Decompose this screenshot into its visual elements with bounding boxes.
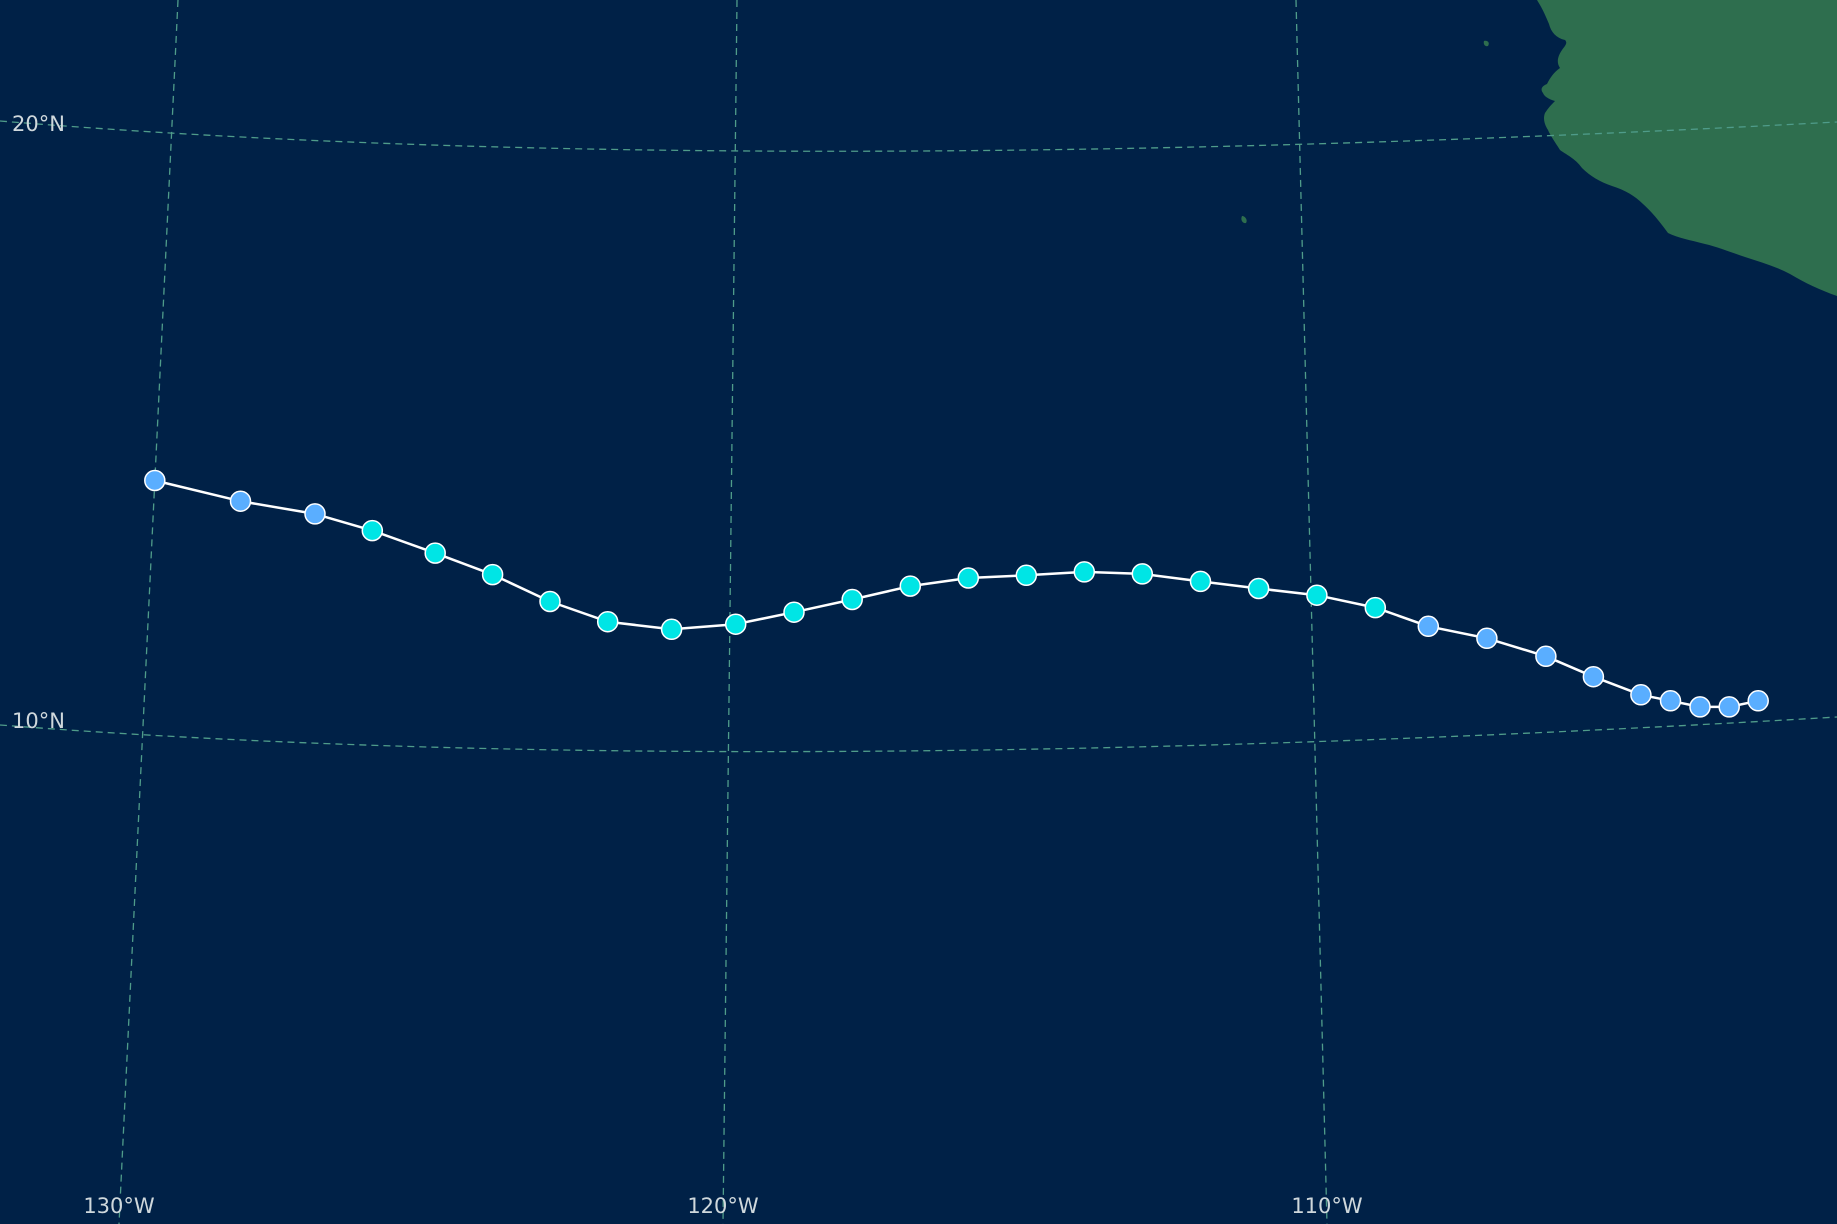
track-point-storm[interactable]	[539, 590, 561, 613]
track-point-storm[interactable]	[424, 542, 446, 564]
track-point-storm[interactable]	[596, 610, 619, 633]
lon-label-130w: 130°W	[83, 1194, 155, 1218]
lon-label-120w: 120°W	[687, 1194, 759, 1218]
parallel-10n	[0, 716, 1837, 753]
track-point-depression[interactable]	[1659, 690, 1682, 712]
track-point-storm[interactable]	[660, 618, 683, 641]
track-point-storm[interactable]	[899, 575, 922, 597]
storm-track-points	[144, 469, 1769, 718]
track-point-storm[interactable]	[1073, 561, 1096, 583]
lon-label-110w: 110°W	[1291, 1194, 1363, 1218]
track-point-depression[interactable]	[1417, 615, 1440, 638]
track-point-storm[interactable]	[1189, 570, 1212, 593]
track-point-storm[interactable]	[724, 613, 747, 635]
meridian-120w	[722, 0, 738, 1224]
track-point-depression[interactable]	[1747, 690, 1769, 712]
track-point-storm[interactable]	[1247, 577, 1270, 600]
track-point-storm[interactable]	[481, 563, 504, 586]
track-point-storm[interactable]	[361, 519, 384, 542]
track-point-storm[interactable]	[1364, 596, 1387, 619]
land-island	[1483, 40, 1489, 47]
track-point-storm[interactable]	[1131, 563, 1154, 585]
track-point-depression[interactable]	[1535, 645, 1557, 668]
track-point-depression[interactable]	[1689, 696, 1711, 718]
meridian-110w	[1295, 0, 1328, 1224]
track-point-storm[interactable]	[957, 567, 980, 589]
track-point-storm[interactable]	[841, 588, 863, 611]
track-point-storm[interactable]	[1015, 564, 1038, 587]
track-point-storm[interactable]	[1306, 584, 1328, 606]
track-point-depression[interactable]	[1582, 665, 1605, 688]
track-point-depression[interactable]	[1476, 627, 1498, 650]
track-point-depression[interactable]	[1630, 684, 1652, 706]
track-point-depression[interactable]	[229, 490, 252, 512]
lat-label-20n: 20°N	[12, 112, 65, 136]
track-point-depression[interactable]	[304, 503, 326, 525]
land-islet	[1241, 216, 1247, 224]
land-mexico	[1537, 0, 1837, 296]
meridian-130w	[118, 0, 179, 1224]
track-point-storm[interactable]	[783, 601, 805, 623]
parallel-20n	[0, 120, 1837, 152]
track-point-depression[interactable]	[144, 469, 166, 492]
lat-label-10n: 10°N	[12, 709, 65, 733]
track-point-depression[interactable]	[1718, 696, 1740, 718]
